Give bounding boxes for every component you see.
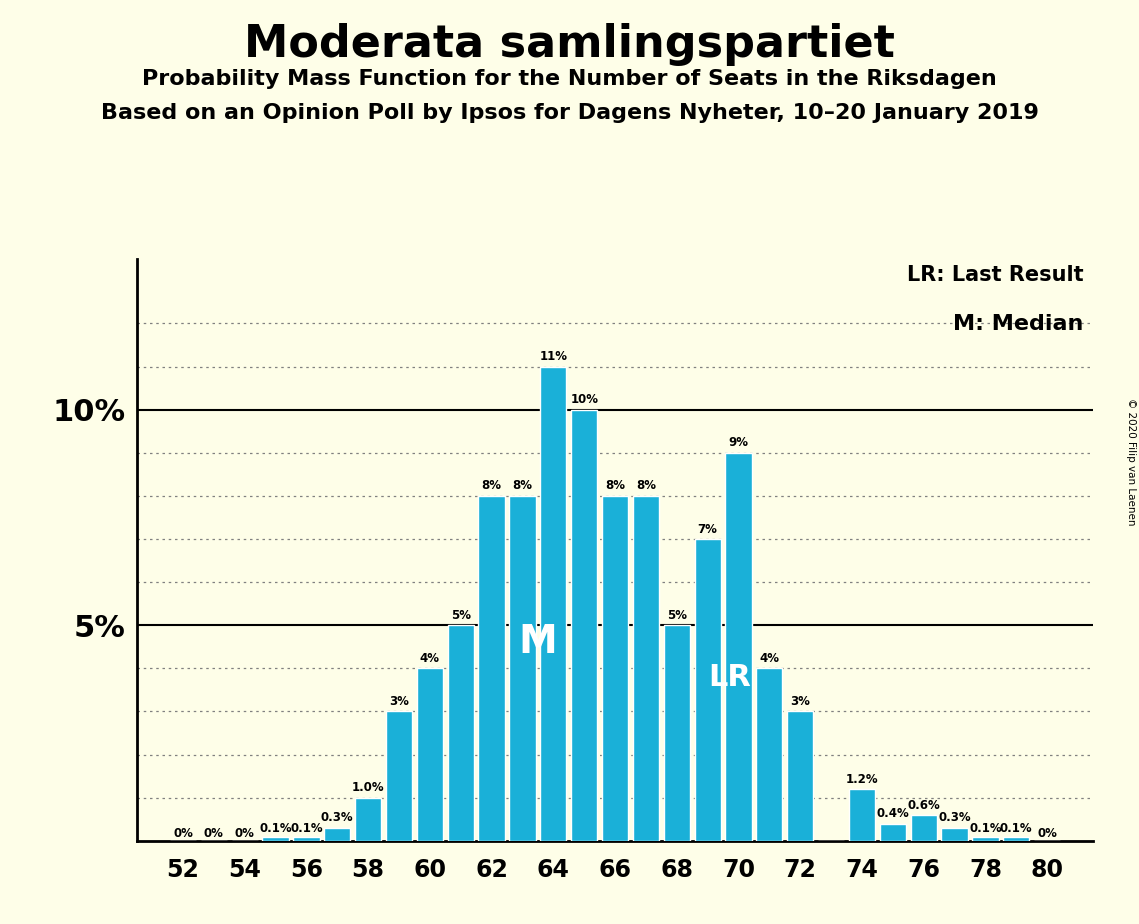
Bar [664,626,690,841]
Bar [509,496,535,841]
Text: 3%: 3% [790,695,810,708]
Bar [695,539,721,841]
Text: Based on an Opinion Poll by Ipsos for Dagens Nyheter, 10–20 January 2019: Based on an Opinion Poll by Ipsos for Da… [100,103,1039,124]
Bar [633,496,659,841]
Text: 0%: 0% [1038,827,1057,840]
Text: 1.0%: 1.0% [352,782,385,795]
Text: 3%: 3% [390,695,409,708]
Text: © 2020 Filip van Laenen: © 2020 Filip van Laenen [1126,398,1136,526]
Bar [448,626,474,841]
Text: 0.1%: 0.1% [1000,822,1033,835]
Text: 0.3%: 0.3% [939,811,970,824]
Text: 0.1%: 0.1% [969,822,1001,835]
Bar [726,453,752,841]
Text: 0.1%: 0.1% [290,822,322,835]
Text: 4%: 4% [420,652,440,665]
Text: 8%: 8% [636,480,656,492]
Bar [386,711,412,841]
Text: 5%: 5% [451,609,470,622]
Text: Probability Mass Function for the Number of Seats in the Riksdagen: Probability Mass Function for the Number… [142,69,997,90]
Bar [910,815,936,841]
Text: 10%: 10% [571,394,598,407]
Text: LR: Last Result: LR: Last Result [908,264,1084,285]
Bar [417,668,443,841]
Text: M: M [518,623,557,661]
Bar [478,496,505,841]
Text: 0%: 0% [235,827,255,840]
Bar [571,409,597,841]
Text: 8%: 8% [605,480,625,492]
Bar [756,668,782,841]
Text: 0.4%: 0.4% [876,808,909,821]
Text: 8%: 8% [513,480,532,492]
Text: 4%: 4% [760,652,779,665]
Bar [540,367,566,841]
Text: 11%: 11% [540,350,567,363]
Bar [355,797,382,841]
Text: Moderata samlingspartiet: Moderata samlingspartiet [244,23,895,67]
Bar [879,823,906,841]
Bar [601,496,629,841]
Text: 5%: 5% [666,609,687,622]
Bar [325,828,351,841]
Bar [262,836,288,841]
Text: 0%: 0% [173,827,192,840]
Text: 0%: 0% [204,827,223,840]
Text: 0.1%: 0.1% [260,822,292,835]
Text: 0.3%: 0.3% [321,811,353,824]
Bar [787,711,813,841]
Text: 9%: 9% [729,436,748,449]
Text: 1.2%: 1.2% [845,772,878,785]
Bar [942,828,968,841]
Text: 8%: 8% [482,480,501,492]
Text: 0.6%: 0.6% [908,798,940,811]
Bar [849,789,875,841]
Text: 7%: 7% [698,523,718,536]
Text: LR: LR [707,663,751,692]
Bar [1003,836,1030,841]
Bar [294,836,320,841]
Bar [973,836,999,841]
Text: M: Median: M: Median [953,314,1084,334]
